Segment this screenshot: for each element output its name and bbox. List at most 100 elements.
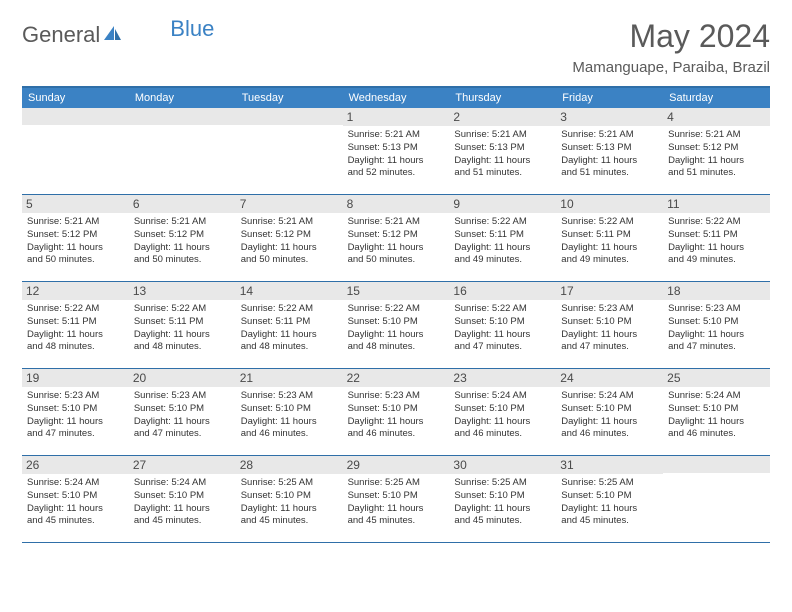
day-info: Sunrise: 5:24 AMSunset: 5:10 PMDaylight:… [561,390,658,441]
day-info-line: Sunrise: 5:21 AM [241,216,338,229]
day-info: Sunrise: 5:24 AMSunset: 5:10 PMDaylight:… [27,477,124,528]
calendar-page: General Blue May 2024 Mamanguape, Paraib… [0,0,792,553]
week-row: 12Sunrise: 5:22 AMSunset: 5:11 PMDayligh… [22,282,770,369]
day-info-line: Daylight: 11 hours [241,242,338,255]
day-info-line: Sunset: 5:12 PM [668,142,765,155]
day-number-empty [236,108,343,125]
day-cell: 25Sunrise: 5:24 AMSunset: 5:10 PMDayligh… [663,369,770,455]
day-info-line: and 52 minutes. [348,167,445,180]
day-info-line: Sunrise: 5:21 AM [134,216,231,229]
day-info-line: Sunset: 5:10 PM [348,403,445,416]
day-info-line: Sunset: 5:10 PM [241,490,338,503]
day-info-line: Daylight: 11 hours [348,416,445,429]
day-number: 16 [449,282,556,300]
day-info-line: Daylight: 11 hours [27,329,124,342]
day-info-line: Sunset: 5:11 PM [454,229,551,242]
day-cell: 11Sunrise: 5:22 AMSunset: 5:11 PMDayligh… [663,195,770,281]
day-info-line: Sunrise: 5:21 AM [348,129,445,142]
day-cell: 19 Sunrise: 5:23 AMSunset: 5:10 PMDayligh… [22,369,129,455]
day-number: 23 [449,369,556,387]
day-info-line: and 47 minutes. [454,341,551,354]
day-info-line: Sunrise: 5:23 AM [668,303,765,316]
day-cell [663,456,770,542]
day-cell: 29Sunrise: 5:25 AMSunset: 5:10 PMDayligh… [343,456,450,542]
day-info-line: Daylight: 11 hours [668,155,765,168]
day-info-line: Sunset: 5:10 PM [561,316,658,329]
day-info-line: Daylight: 11 hours [27,416,124,429]
day-number: 22 [343,369,450,387]
day-info-line: and 46 minutes. [241,428,338,441]
day-info-line: Sunset: 5:10 PM [134,490,231,503]
day-info-line: Daylight: 11 hours [454,416,551,429]
day-number: 10 [556,195,663,213]
weekday-wed: Wednesday [343,88,450,108]
day-info-line: Daylight: 11 hours [561,155,658,168]
day-info-line: Daylight: 11 hours [348,329,445,342]
day-number: 14 [236,282,343,300]
day-info-line: and 46 minutes. [561,428,658,441]
weeks-container: 1Sunrise: 5:21 AMSunset: 5:13 PMDaylight… [22,108,770,543]
day-number: 24 [556,369,663,387]
day-number: 26 [22,456,129,474]
day-info: Sunrise: 5:22 AMSunset: 5:11 PMDaylight:… [241,303,338,354]
day-info-line: and 47 minutes. [668,341,765,354]
weekday-tue: Tuesday [236,88,343,108]
day-info-line: and 50 minutes. [348,254,445,267]
day-info-line: Sunrise: 5:24 AM [561,390,658,403]
day-info-line: Sunset: 5:11 PM [27,316,124,329]
day-info-line: Sunrise: 5:21 AM [27,216,124,229]
day-info-line: Sunrise: 5:23 AM [561,303,658,316]
day-info-line: Sunset: 5:10 PM [454,316,551,329]
day-info: Sunrise: 5:21 AMSunset: 5:13 PMDaylight:… [348,129,445,180]
week-row: 26Sunrise: 5:24 AMSunset: 5:10 PMDayligh… [22,456,770,543]
day-info-line: Sunrise: 5:24 AM [134,477,231,490]
day-info-line: Sunrise: 5:22 AM [454,303,551,316]
day-info-line: Sunrise: 5:22 AM [134,303,231,316]
day-info-line: Sunset: 5:11 PM [241,316,338,329]
day-number: 19 [22,369,129,387]
day-cell: 21 Sunrise: 5:23 AMSunset: 5:10 PMDayligh… [236,369,343,455]
header: General Blue May 2024 Mamanguape, Paraib… [22,18,770,76]
day-info-line: Sunset: 5:10 PM [454,490,551,503]
day-info-line: Daylight: 11 hours [454,242,551,255]
day-info: Sunrise: 5:22 AMSunset: 5:11 PMDaylight:… [561,216,658,267]
weekday-fri: Friday [556,88,663,108]
day-cell: 8Sunrise: 5:21 AMSunset: 5:12 PMDaylight… [343,195,450,281]
day-cell: 22 Sunrise: 5:23 AMSunset: 5:10 PMDayligh… [343,369,450,455]
day-number: 8 [343,195,450,213]
day-number: 4 [663,108,770,126]
day-info-line: Daylight: 11 hours [561,503,658,516]
day-info-line: Sunrise: 5:23 AM [241,390,338,403]
day-info-line: Sunset: 5:10 PM [668,316,765,329]
day-info-line: and 47 minutes. [27,428,124,441]
day-info-line: and 51 minutes. [561,167,658,180]
day-info-line: Sunset: 5:10 PM [561,403,658,416]
day-number: 29 [343,456,450,474]
day-info-line: Sunrise: 5:23 AM [348,390,445,403]
day-info: Sunrise: 5:24 AMSunset: 5:10 PMDaylight:… [454,390,551,441]
day-cell: 28Sunrise: 5:25 AMSunset: 5:10 PMDayligh… [236,456,343,542]
day-info-line: and 45 minutes. [561,515,658,528]
day-info: Sunrise: 5:23 AMSunset: 5:10 PMDaylight:… [241,390,338,441]
day-number: 5 [22,195,129,213]
day-info-line: Sunrise: 5:22 AM [454,216,551,229]
day-info-line: Daylight: 11 hours [561,329,658,342]
day-info-line: and 46 minutes. [348,428,445,441]
logo: General Blue [22,18,214,48]
week-row: 1Sunrise: 5:21 AMSunset: 5:13 PMDaylight… [22,108,770,195]
day-info-line: and 48 minutes. [348,341,445,354]
day-cell: 13Sunrise: 5:22 AMSunset: 5:11 PMDayligh… [129,282,236,368]
day-info: Sunrise: 5:25 AMSunset: 5:10 PMDaylight:… [241,477,338,528]
day-info-line: Sunrise: 5:23 AM [27,390,124,403]
day-cell: 18Sunrise: 5:23 AMSunset: 5:10 PMDayligh… [663,282,770,368]
day-info: Sunrise: 5:22 AMSunset: 5:10 PMDaylight:… [454,303,551,354]
day-cell: 30Sunrise: 5:25 AMSunset: 5:10 PMDayligh… [449,456,556,542]
day-number: 21 [236,369,343,387]
day-cell [236,108,343,194]
day-info-line: Daylight: 11 hours [348,503,445,516]
day-info-line: and 48 minutes. [134,341,231,354]
logo-sail-icon [102,24,124,47]
day-info-line: Sunset: 5:10 PM [27,403,124,416]
day-info: Sunrise: 5:22 AMSunset: 5:10 PMDaylight:… [348,303,445,354]
day-info: Sunrise: 5:23 AMSunset: 5:10 PMDaylight:… [561,303,658,354]
